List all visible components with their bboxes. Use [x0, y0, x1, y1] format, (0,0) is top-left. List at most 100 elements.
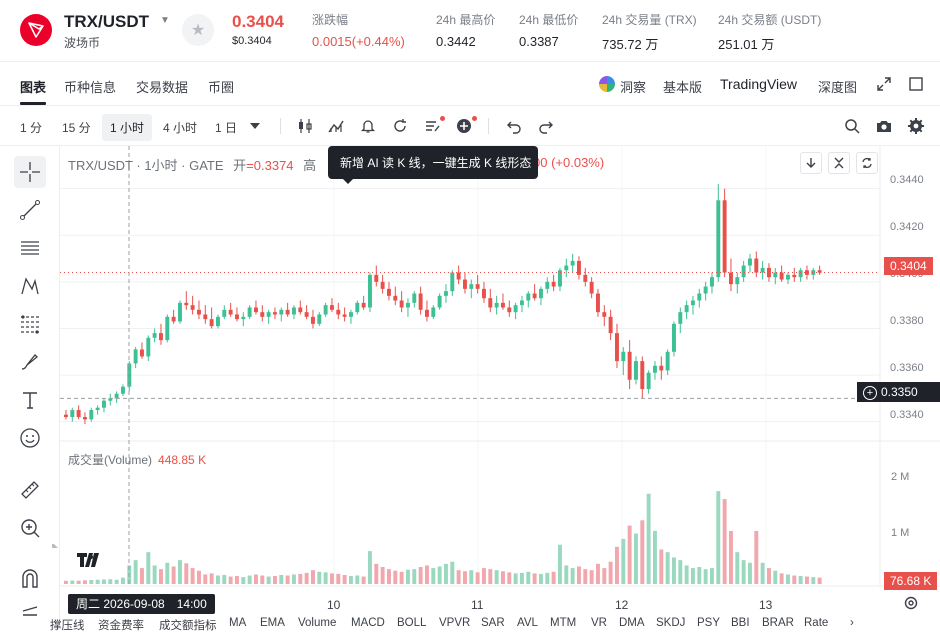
trend-line-icon[interactable] — [14, 194, 46, 226]
timeframe-1m[interactable]: 1 分 — [20, 121, 43, 135]
tab-tradingview[interactable]: TradingView — [720, 76, 798, 92]
indicator-vr[interactable]: VR — [591, 617, 607, 629]
pair-name[interactable]: TRX/USDT — [64, 12, 149, 31]
volume-bar — [260, 575, 265, 584]
pattern-icon[interactable] — [14, 270, 46, 302]
add-alert-plus-icon[interactable]: + — [863, 386, 877, 400]
candle-body — [159, 333, 163, 341]
search-icon[interactable] — [843, 117, 861, 135]
indicator-mtm[interactable]: MTM — [550, 617, 577, 629]
scroll-to-latest-icon[interactable] — [800, 152, 822, 174]
tab-community[interactable]: 币圈 — [208, 80, 235, 95]
indicator-volume[interactable]: Volume — [298, 617, 337, 629]
volume-bar — [89, 580, 94, 584]
indicator-scroll-right-icon[interactable]: › — [850, 617, 854, 629]
camera-icon[interactable] — [875, 117, 893, 135]
refresh-icon[interactable] — [856, 152, 878, 174]
indicator-brar[interactable]: BRAR — [762, 617, 794, 629]
volume-bar — [197, 570, 201, 584]
alert-bell-icon[interactable] — [359, 117, 377, 135]
candle-body — [203, 314, 208, 320]
add-plus-icon[interactable] — [455, 117, 473, 135]
candle-body — [703, 286, 708, 294]
timeframe-15m[interactable]: 15 分 — [62, 121, 91, 135]
chevron-down-icon[interactable]: ▼ — [160, 15, 170, 26]
tab-trade-data[interactable]: 交易数据 — [136, 80, 189, 95]
tradingview-logo[interactable] — [72, 546, 108, 574]
tab-insight[interactable]: 洞察 — [620, 80, 647, 95]
indicator-psy[interactable]: PSY — [697, 617, 721, 629]
tab-depth[interactable]: 深度图 — [818, 80, 858, 95]
lock-drawing-icon[interactable] — [14, 598, 46, 630]
indicator-资金费率[interactable]: 资金费率 — [98, 620, 144, 632]
candle-body — [342, 314, 347, 317]
gear-icon[interactable] — [907, 117, 925, 135]
candle-type-icon[interactable] — [296, 117, 314, 135]
candle-body — [114, 393, 119, 399]
tab-coin-info[interactable]: 币种信息 — [64, 80, 117, 95]
market-header: TRX/USDT ▼ 波场币 ★ 0.3404 $0.3404 涨跌幅 0.00… — [0, 0, 940, 62]
window-icon[interactable] — [908, 76, 924, 92]
chart-settings-gear-icon[interactable] — [902, 594, 920, 612]
undo-icon[interactable] — [505, 117, 523, 135]
volume-bar — [520, 572, 524, 584]
timeframe-4h[interactable]: 4 小时 — [163, 121, 198, 135]
emoji-icon[interactable] — [14, 422, 46, 454]
candle-body — [127, 363, 132, 387]
candle-body — [456, 272, 461, 280]
indicator-bbi[interactable]: BBI — [731, 617, 750, 629]
indicators-icon[interactable] — [327, 117, 345, 135]
indicator-vpvr[interactable]: VPVR — [439, 617, 471, 629]
stat-value: 251.01 万 — [718, 37, 775, 52]
ai-pattern-icon[interactable] — [423, 117, 441, 135]
timeframe-1d[interactable]: 1 日 — [215, 121, 238, 135]
tab-chart[interactable]: 图表 — [20, 80, 47, 95]
candle-body — [558, 270, 562, 287]
replay-icon[interactable] — [391, 117, 409, 135]
magnet-icon[interactable] — [14, 562, 46, 594]
tool-more-caret[interactable] — [52, 542, 58, 548]
volume-bar — [152, 565, 157, 584]
redo-icon[interactable] — [537, 117, 555, 135]
fib-retracement-icon[interactable] — [14, 308, 46, 340]
expand-icon[interactable] — [876, 76, 892, 92]
favorite-star-icon[interactable]: ★ — [182, 14, 214, 46]
indicator-ma[interactable]: MA — [229, 617, 247, 629]
indicator-ema[interactable]: EMA — [260, 617, 285, 629]
candle-body — [786, 274, 790, 280]
indicator-成交额指标[interactable]: 成交额指标 — [159, 620, 217, 632]
insight-icon[interactable] — [599, 76, 615, 92]
timeframe-1h[interactable]: 1 小时 — [102, 114, 153, 141]
volume-bar — [456, 570, 461, 584]
crosshair-icon[interactable] — [14, 156, 46, 188]
volume-value-tag: 76.68 K — [884, 572, 938, 590]
ruler-icon[interactable] — [14, 474, 46, 506]
volume-bar — [374, 563, 379, 584]
indicator-dma[interactable]: DMA — [619, 617, 645, 629]
price-chart[interactable]: TRX/USDT · 1小时 · GATE 开=0.3374 高 00 (+0.… — [60, 146, 940, 616]
stat-value: 0.0015(+0.44%) — [312, 34, 405, 49]
brush-icon[interactable] — [14, 346, 46, 378]
tab-basic[interactable]: 基本版 — [663, 80, 703, 95]
crosshair-price-tag[interactable]: +0.3350 — [857, 382, 940, 402]
volume-bar — [640, 520, 645, 584]
candle-body — [102, 400, 106, 408]
volume-bar — [247, 575, 252, 584]
collapse-icon[interactable] — [828, 152, 850, 174]
candle-body — [589, 281, 594, 294]
timeframe-dropdown-icon[interactable] — [246, 117, 264, 135]
indicator-skdj[interactable]: SKDJ — [656, 617, 686, 629]
volume-bar — [159, 569, 163, 584]
indicator-rate[interactable]: Rate — [804, 617, 829, 629]
chart-canvas[interactable] — [60, 146, 940, 616]
text-tool-icon[interactable] — [14, 384, 46, 416]
indicator-sar[interactable]: SAR — [481, 617, 505, 629]
indicator-boll[interactable]: BOLL — [397, 617, 427, 629]
horizontal-lines-icon[interactable] — [14, 232, 46, 264]
indicator-macd[interactable]: MACD — [351, 617, 385, 629]
zoom-in-icon[interactable] — [14, 512, 46, 544]
volume-bar — [558, 544, 562, 584]
indicator-avl[interactable]: AVL — [517, 617, 538, 629]
indicator-撑压线[interactable]: 撑压线 — [50, 620, 85, 632]
candle-body — [577, 260, 581, 275]
